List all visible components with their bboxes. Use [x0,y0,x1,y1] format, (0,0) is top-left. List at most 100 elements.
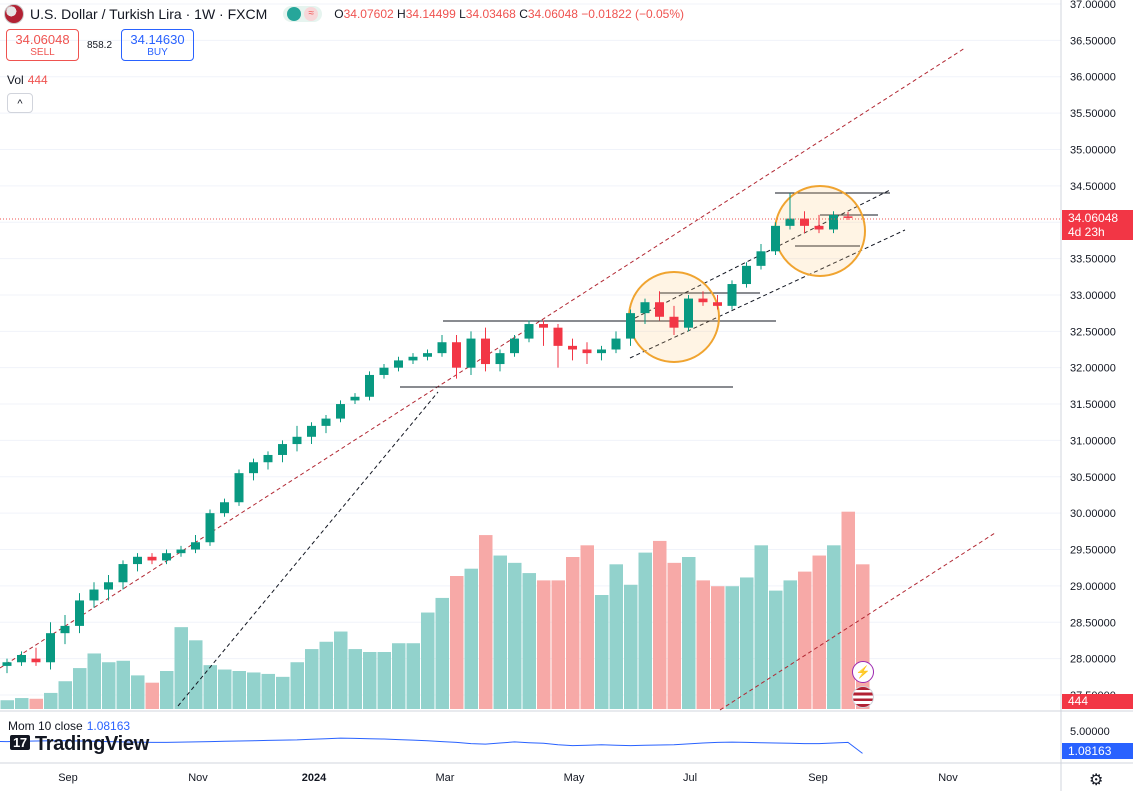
volume-bar [0,700,14,709]
volume-bar [189,640,203,709]
candle-body [249,462,258,474]
volume-bar [203,665,217,709]
price-tick-label: 35.50000 [1070,108,1116,120]
price-tick-label: 31.50000 [1070,399,1116,411]
candle-body [307,425,316,437]
candle-body [437,342,447,354]
volume-bar [508,562,522,709]
momentum-pane: 5.00000 [0,726,1110,754]
volume-bar [319,641,333,709]
volume-bar [667,562,681,709]
candle-body [814,225,824,230]
candle-body [234,473,244,503]
candle-body [220,502,229,514]
close-value: 34.06048 [527,7,578,21]
candle-body [481,338,490,365]
candle-body [336,404,345,419]
tradingview-logo[interactable]: 17 TradingView [10,733,149,756]
candle-body [263,454,273,463]
candle-body [147,556,157,561]
us-flag-icon[interactable] [852,686,874,708]
candle-body [466,338,476,368]
price-tick-label: 35.00000 [1070,144,1116,156]
candle-body [655,302,664,317]
candle-body [205,513,215,543]
lightning-icon[interactable]: ⚡ [852,661,874,683]
volume-bar [218,669,232,709]
candle-body [89,589,99,601]
candle-body [698,298,708,303]
status-pill[interactable]: ≈ [283,6,323,22]
candle-body [611,338,621,350]
volume-bar [783,580,797,709]
volume-bar [363,652,377,709]
volume-legend[interactable]: Vol 444 [7,73,48,87]
volume-bars [0,511,870,709]
volume-bar [812,555,826,709]
volume-bar [290,662,304,709]
volume-bar [754,545,768,709]
price-tick-label: 32.50000 [1070,326,1116,338]
candle-body [640,302,650,314]
time-tick-label: Sep [808,772,828,784]
candle-body [684,298,693,328]
tradingview-mark: 17 [10,735,30,750]
price-tick-label: 37.00000 [1070,0,1116,11]
volume-bar [653,540,667,709]
volume-bar [261,673,275,709]
last-price-value: 34.06048 [1068,211,1119,225]
buy-button[interactable]: 34.14630 BUY [121,29,194,61]
price-tick-label: 36.00000 [1070,72,1116,84]
candle-body [394,360,403,368]
volume-bar [450,576,464,709]
bar-countdown: 4d 23h [1068,225,1105,239]
volume-bar [798,571,812,709]
open-label: O [334,7,344,21]
volume-bar [102,662,116,709]
momentum-tick-label: 5.00000 [1070,726,1110,738]
time-tick-label: 2024 [302,772,327,784]
volume-bar [116,660,130,709]
time-tick-label: Nov [938,772,958,784]
price-tick-label: 31.00000 [1070,435,1116,447]
grid-lines [0,3,1061,696]
volume-bar [15,698,29,709]
candle-body [321,418,331,426]
volume-bar [392,643,406,709]
volume-bar [276,676,290,709]
candlestick-series [2,193,853,674]
volume-bar [334,631,348,709]
candle-body [379,367,389,375]
candle-body [553,327,563,346]
price-tick-label: 33.00000 [1070,290,1116,302]
time-tick-label: Mar [436,772,455,784]
sell-label: SELL [30,47,55,58]
delayed-data-icon: ≈ [304,7,319,21]
volume-bar [421,612,435,709]
volume-bar [232,671,246,709]
ohlc-values: O34.07602 H34.14499 L34.03468 C34.06048 … [334,7,684,21]
candle-body [568,345,577,350]
momentum-price-tag: 1.08163 [1062,743,1133,759]
volume-bar [44,692,58,709]
candle-body [46,633,55,663]
gear-icon[interactable]: ⚙ [1089,772,1104,789]
collapse-legend-button[interactable]: ^ [7,93,33,113]
symbol-title[interactable]: U.S. Dollar / Turkish Lira · 1W · FXCM [30,6,268,22]
momentum-legend[interactable]: Mom 10 close 1.08163 [8,719,130,733]
open-value: 34.07602 [343,7,394,21]
spread-value: 858.2 [87,40,113,51]
volume-bar [769,590,783,709]
time-axis: Sep Nov 2024 Mar May Jul Sep Nov [58,772,958,784]
price-axis: 27.5000028.0000028.5000029.0000029.50000… [1070,0,1116,702]
volume-bar [58,681,72,709]
volume-bar [377,652,391,709]
volume-bar [464,568,478,709]
sell-button[interactable]: 34.06048 SELL [6,29,79,61]
last-price-tag: 34.06048 4d 23h [1062,210,1133,240]
volume-bar [406,643,420,709]
time-tick-label: Nov [188,772,208,784]
buy-price: 34.14630 [130,32,185,47]
momentum-value: 1.08163 [86,719,131,733]
